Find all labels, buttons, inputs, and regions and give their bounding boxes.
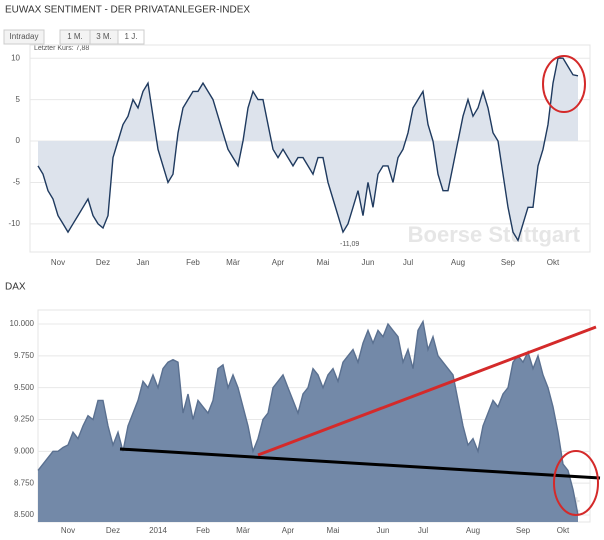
x-tick-label: Feb (186, 258, 200, 267)
last-price: Letzter Kurs: 7,88 (34, 45, 89, 52)
x-tick-label: Mär (236, 526, 250, 535)
chart-title: DAX (5, 282, 26, 293)
x-tick-label: Jul (418, 526, 428, 535)
y-tick-label: 9.000 (14, 446, 35, 455)
line (37, 319, 579, 516)
x-tick-label: Okt (557, 526, 570, 535)
x-tick-label: Nov (51, 258, 65, 267)
line (37, 57, 579, 243)
y-tick-label: -10 (8, 219, 20, 228)
y-tick-label: 0 (16, 136, 21, 145)
y-tick-label: -5 (13, 178, 21, 187)
min-label: -11,09 (340, 241, 359, 248)
x-tick-label: Apr (282, 526, 295, 535)
tab[interactable] (3, 29, 45, 45)
y-tick-label: 8.750 (14, 478, 35, 487)
tab-label[interactable]: Intraday (10, 32, 39, 41)
trend-line (257, 325, 597, 457)
tab-label[interactable]: 1 M. (67, 32, 83, 41)
plots: Boerse Stuttgart -10 -5 0 5 10 Nov Dez Jan Feb Mär… (8, 44, 591, 535)
area-fill (38, 321, 578, 522)
x-tick-label: Sep (516, 526, 531, 535)
x-tick-label: Mär (226, 258, 240, 267)
tab-label[interactable]: 1 J. (125, 32, 138, 41)
x-tick-label: Sep (501, 258, 516, 267)
x-tick-label: Feb (196, 526, 210, 535)
x-tick-label: Jun (377, 526, 390, 535)
x-tick-label: 2014 (149, 526, 167, 535)
x-tick-label: Apr (272, 258, 285, 267)
trend-line (119, 447, 601, 480)
tab-label[interactable]: 3 M. (96, 32, 112, 41)
y-tick-label: 8.500 (14, 510, 35, 519)
x-tick-label: Dez (96, 258, 110, 267)
tab-bar: Intraday 1 M. 3 M. 1 J. (3, 29, 145, 45)
y-tick-label: 9.500 (14, 383, 35, 392)
chart-title: EUWAX SENTIMENT - DER PRIVATANLEGER-INDE… (5, 5, 250, 16)
y-tick-label: 10.000 (10, 319, 35, 328)
annotations (119, 55, 601, 516)
x-tick-label: Nov (61, 526, 75, 535)
y-tick-label: 9.250 (14, 415, 35, 424)
watermark: Boerse Stuttgart (408, 222, 581, 247)
plot-area (29, 44, 591, 253)
x-tick-label: Jan (137, 258, 150, 267)
y-tick-label: 10 (11, 53, 20, 62)
tab-selected[interactable] (117, 29, 145, 45)
highlight-circle (542, 55, 586, 113)
x-tick-label: Jul (403, 258, 413, 267)
x-tick-label: Aug (451, 258, 465, 267)
x-tick-label: Jun (362, 258, 375, 267)
y-tick-label: 5 (16, 95, 21, 104)
highlight-circle (553, 450, 599, 516)
x-tick-label: Mai (317, 258, 330, 267)
area-fill (38, 58, 578, 241)
y-tick-label: 9.750 (14, 351, 35, 360)
x-tick-label: Okt (547, 258, 560, 267)
x-tick-label: Aug (466, 526, 480, 535)
x-tick-label: Dez (106, 526, 120, 535)
x-tick-label: Mai (327, 526, 340, 535)
